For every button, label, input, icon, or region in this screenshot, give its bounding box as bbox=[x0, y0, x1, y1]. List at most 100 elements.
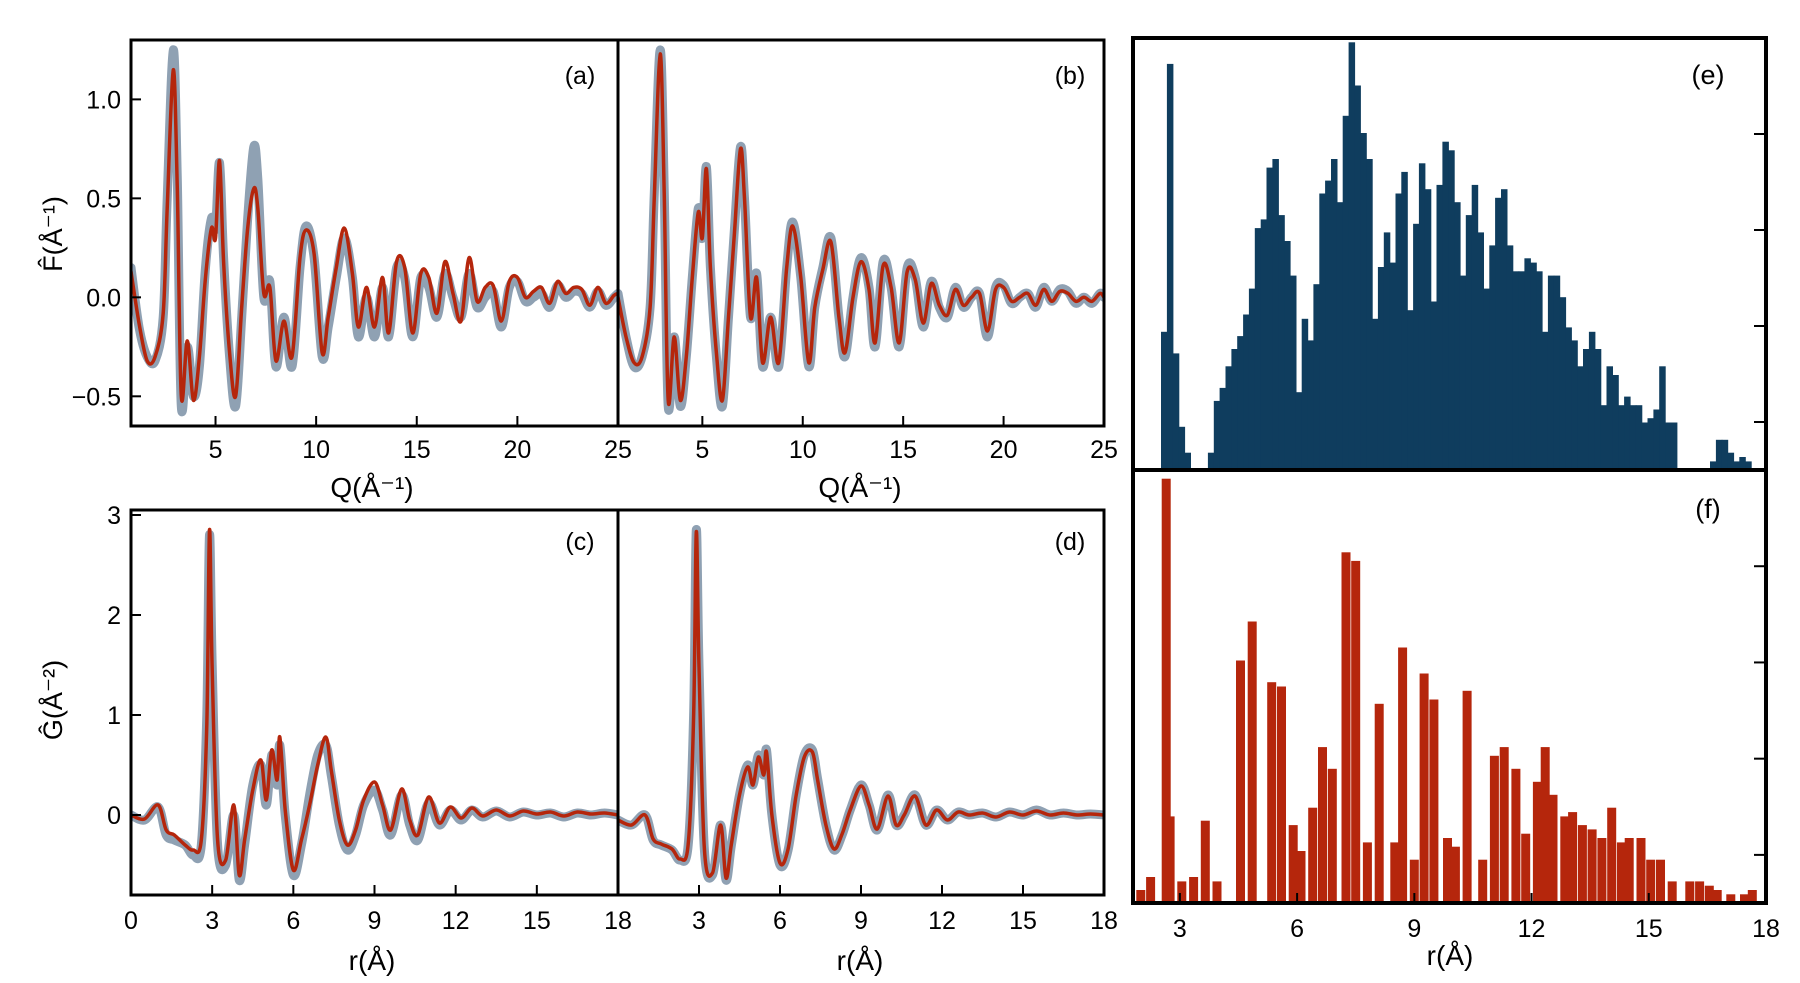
panel-c-xtick-label: 12 bbox=[442, 907, 470, 935]
panel-e-bar bbox=[1571, 340, 1578, 470]
panel-e-bar bbox=[1161, 331, 1168, 470]
panel-e-bar bbox=[1348, 42, 1356, 471]
panel-e-bar bbox=[1624, 396, 1631, 470]
panel-f-bar bbox=[1577, 825, 1587, 903]
panel-e-bar bbox=[1436, 184, 1443, 470]
panel-e-bar bbox=[1342, 115, 1350, 471]
panel-d-fit-line bbox=[618, 530, 1104, 880]
panel-b-xtick-label: 25 bbox=[1090, 436, 1118, 464]
panel-e-bar bbox=[1715, 439, 1723, 470]
panel-f-bar bbox=[1247, 621, 1257, 903]
panel-e-bar bbox=[1295, 392, 1303, 470]
panel-b-xlabel: Q(Å⁻¹) bbox=[818, 472, 901, 503]
panel-b-tag: (b) bbox=[1055, 62, 1086, 90]
panel-e-bar bbox=[1319, 193, 1326, 470]
panel-f-bar bbox=[1695, 881, 1705, 903]
panel-e-bar bbox=[1665, 422, 1672, 470]
panel-e-bar bbox=[1524, 258, 1531, 470]
panel-e-bar bbox=[1653, 409, 1660, 470]
panel-d-xtick-label: 12 bbox=[928, 907, 956, 935]
panel-d-tag: (d) bbox=[1055, 528, 1086, 556]
panel-f-bar bbox=[1277, 686, 1286, 903]
panel-e-bar bbox=[1641, 422, 1649, 470]
panel-f-bar bbox=[1568, 812, 1578, 903]
panel-f-bar bbox=[1747, 890, 1757, 903]
panel-e-bar bbox=[1178, 426, 1186, 470]
panel-e-bar bbox=[1727, 452, 1735, 470]
panel-e-bar bbox=[1536, 271, 1543, 470]
panel-c-xticks: 0 3 6 9 12 15 18 bbox=[124, 885, 632, 935]
panel-f-bar bbox=[1548, 794, 1558, 904]
panel-e-bar bbox=[1606, 366, 1613, 470]
panel-f-bar bbox=[1390, 842, 1400, 903]
panel-e-bar bbox=[1325, 180, 1332, 470]
panel-f-bar bbox=[1712, 890, 1722, 903]
panel-e-bar bbox=[1583, 349, 1590, 470]
panel-a-xlabel: Q(Å⁻¹) bbox=[330, 472, 413, 503]
panel-e-bar bbox=[1739, 457, 1746, 470]
panel-e-bar bbox=[1454, 202, 1461, 470]
panel-e-bar bbox=[1248, 288, 1256, 470]
panel-b-xticks: 5 10 15 20 25 bbox=[695, 416, 1118, 464]
panel-b-xtick-label: 20 bbox=[990, 436, 1018, 464]
panel-e-bar bbox=[1629, 405, 1637, 470]
panel-e-bar bbox=[1430, 301, 1438, 470]
panel-e-bar bbox=[1377, 267, 1385, 470]
panel-f-bar bbox=[1462, 690, 1472, 903]
panel-e-bar bbox=[1442, 141, 1449, 470]
panel-e-bar bbox=[1670, 422, 1678, 470]
panel-f-xtick-label: 6 bbox=[1290, 915, 1304, 943]
panel-e-bar bbox=[1635, 405, 1643, 470]
panel-a-lines bbox=[131, 45, 618, 416]
panel-a-xticks: 5 10 15 20 25 bbox=[209, 416, 632, 464]
panel-c-ytick-label: 1 bbox=[107, 702, 121, 730]
panel-f-yticks bbox=[1754, 565, 1766, 856]
panel-e-bar bbox=[1254, 228, 1262, 470]
panel-f-bar bbox=[1308, 807, 1318, 903]
panel-f-bar bbox=[1362, 842, 1372, 903]
panel-c-ytick-label: 0 bbox=[107, 802, 121, 830]
panel-f-bar bbox=[1409, 859, 1419, 903]
panel-f-bar bbox=[1212, 881, 1222, 903]
panel-e-bar bbox=[1659, 366, 1666, 470]
panel-f-bar bbox=[1597, 838, 1607, 903]
panel-c-xlabel: r(Å) bbox=[349, 945, 396, 976]
panel-c-xtick-label: 18 bbox=[604, 907, 632, 935]
panel-e-yticks bbox=[1754, 133, 1766, 423]
panel-f-bar bbox=[1607, 807, 1617, 903]
panel-e-bar bbox=[1424, 189, 1432, 470]
panel-e-bar bbox=[1331, 159, 1338, 470]
panel-f-bar bbox=[1296, 851, 1306, 903]
panel-e-bar bbox=[1383, 232, 1391, 470]
panel-a-tag: (a) bbox=[565, 62, 596, 90]
panel-e-bar bbox=[1418, 163, 1426, 471]
panel-f-bar bbox=[1478, 859, 1488, 903]
panel-f-bar bbox=[1341, 552, 1351, 903]
panel-e-bar bbox=[1542, 331, 1549, 470]
panel-e-bar bbox=[1366, 159, 1373, 470]
panel-e-bar bbox=[1547, 275, 1555, 470]
panel-b-frame bbox=[616, 38, 1106, 428]
panel-b-lines bbox=[618, 45, 1104, 415]
panel-c-fit-line bbox=[131, 527, 618, 878]
panel-f-bar bbox=[1704, 885, 1714, 903]
panel-d-xlabel: r(Å) bbox=[837, 945, 884, 976]
panel-e-bar bbox=[1207, 452, 1215, 470]
panel-e-bar bbox=[1237, 336, 1244, 470]
F-axis-label: F̂(Å⁻¹) bbox=[37, 196, 68, 272]
panel-f-bar bbox=[1288, 825, 1298, 903]
panel-f-bar bbox=[1398, 647, 1408, 903]
panel-e-bar bbox=[1506, 245, 1514, 470]
panel-e-bar bbox=[1477, 232, 1484, 470]
panel-e-bar bbox=[1618, 405, 1625, 470]
panel-e-bar bbox=[1565, 327, 1572, 470]
panel-f-bar bbox=[1161, 478, 1171, 903]
panel-f-bar bbox=[1511, 768, 1521, 903]
panel-e-bar bbox=[1284, 241, 1291, 470]
panel-a-xtick-label: 20 bbox=[503, 436, 531, 464]
panel-e-bar bbox=[1512, 271, 1520, 470]
panel-e-bar bbox=[1313, 284, 1320, 470]
panel-b-xtick-label: 15 bbox=[889, 436, 917, 464]
panel-a-ytick-label: −0.5 bbox=[72, 383, 121, 411]
